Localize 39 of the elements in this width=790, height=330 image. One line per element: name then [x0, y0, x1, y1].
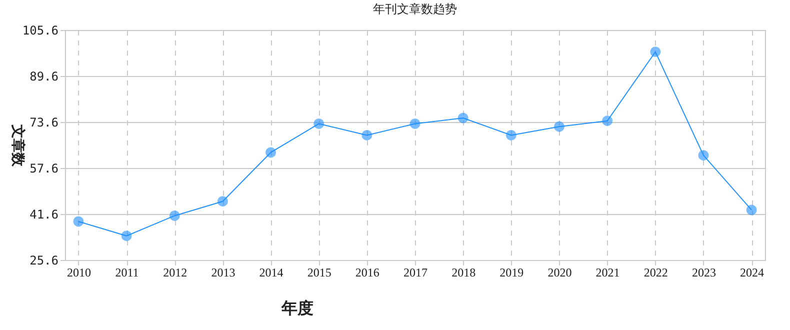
- y-tick-label: 41.6: [30, 208, 58, 222]
- point: [698, 150, 709, 161]
- point: [554, 121, 564, 132]
- point: [266, 147, 276, 158]
- y-tick-label: 105.6: [22, 24, 58, 38]
- y-tick-label: 73.6: [30, 116, 58, 130]
- x-tick-label: 2019: [500, 266, 524, 280]
- x-tick-label: 2010: [66, 266, 91, 280]
- x-tick-label: 2011: [115, 266, 139, 280]
- y-tick-label: 25.6: [30, 254, 58, 268]
- y-axis-title: 文章数: [10, 124, 26, 168]
- point: [169, 210, 180, 221]
- chart-title: 年刊文章数趋势: [373, 2, 457, 16]
- point: [362, 130, 372, 140]
- x-tick-label: 2020: [548, 266, 572, 280]
- x-tick-label: 2018: [452, 266, 476, 280]
- x-tick-label: 2014: [259, 266, 284, 280]
- x-tick-label: 2016: [355, 266, 380, 280]
- point: [602, 116, 613, 126]
- x-tick-label: 2013: [211, 266, 236, 280]
- point: [410, 118, 420, 129]
- point: [458, 112, 468, 124]
- point: [506, 130, 516, 140]
- x-axis-title: 年度: [280, 298, 314, 318]
- x-tick-label: 2023: [692, 266, 716, 280]
- point: [746, 204, 757, 216]
- point: [217, 196, 228, 207]
- x-tick-label: 2021: [596, 266, 620, 280]
- y-tick-label: 89.6: [30, 70, 58, 84]
- x-tick-label: 2012: [163, 266, 188, 280]
- x-tick-label: 2024: [740, 266, 764, 280]
- y-tick-label: 57.6: [30, 162, 58, 176]
- x-tick-label: 2015: [307, 266, 332, 280]
- x-tick-label: 2017: [404, 266, 428, 280]
- point: [650, 46, 661, 58]
- point: [121, 230, 132, 242]
- x-tick-label: 2022: [644, 266, 668, 280]
- point: [73, 216, 84, 227]
- point: [314, 118, 324, 129]
